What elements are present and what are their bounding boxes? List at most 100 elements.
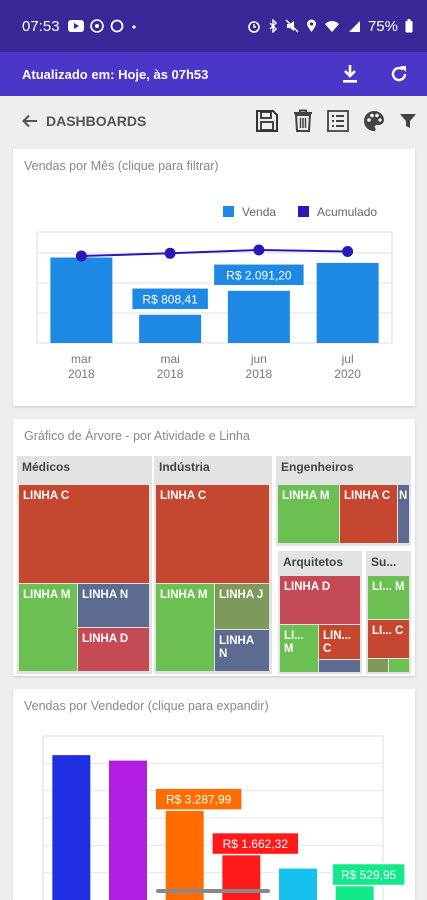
alarm-icon — [248, 21, 260, 33]
bar-seller[interactable] — [109, 760, 147, 900]
treemap-cell[interactable]: LI... C — [368, 620, 409, 658]
legend-venda-label: Venda — [242, 205, 276, 219]
treemap-cell[interactable]: LINHA D — [280, 576, 360, 624]
theme-button[interactable] — [363, 110, 385, 132]
treemap-cell[interactable] — [368, 659, 388, 672]
bluetooth-icon — [269, 19, 277, 33]
x-tick-label: 2018 — [157, 367, 184, 381]
whatsapp-icon — [89, 19, 104, 33]
bar-venda[interactable] — [50, 257, 113, 344]
point-acumulado[interactable] — [164, 247, 176, 259]
delete-button[interactable] — [293, 109, 313, 133]
treemap-cell[interactable]: LI... M — [368, 576, 409, 619]
sales-by-month-card[interactable]: Vendas por Mês (clique para filtrar) Ven… — [13, 149, 415, 406]
data-label: R$ 529,95 — [331, 862, 406, 887]
treemap-group-label: Médicos — [22, 460, 71, 474]
sales-by-month-chart[interactable]: Venda Acumulado R$ 808,41 R$ 2.091,20 mar… — [13, 149, 415, 406]
x-tick-label: mai — [160, 352, 179, 366]
x-tick-label: 2018 — [68, 367, 95, 381]
back-button[interactable] — [22, 114, 38, 128]
x-tick-label: mar — [71, 352, 92, 366]
youtube-icon — [67, 20, 84, 32]
point-acumulado[interactable] — [342, 246, 354, 257]
treemap-cell[interactable] — [389, 659, 409, 672]
treemap-cell[interactable]: LINHA D — [78, 628, 149, 671]
battery-icon — [405, 19, 413, 33]
svg-text:R$ 2.091,20: R$ 2.091,20 — [226, 268, 292, 282]
x-tick-label: 2018 — [246, 367, 273, 381]
plot-frame — [42, 735, 384, 900]
data-label: R$ 808,41 — [130, 287, 210, 311]
sales-by-seller-chart[interactable]: R$ 3.287,99 R$ 1.662,32 R$ 529,95 — [13, 689, 415, 900]
svg-text:R$ 3.287,99: R$ 3.287,99 — [166, 793, 232, 807]
legend-acumulado-swatch — [298, 206, 309, 217]
treemap-cell[interactable]: LINHA C — [19, 485, 149, 583]
download-icon — [343, 65, 357, 83]
treemap-cell[interactable]: LINHA N — [215, 630, 269, 671]
trash-icon — [294, 109, 312, 132]
treemap-cell[interactable]: LINHA M — [278, 485, 339, 543]
bar-venda[interactable] — [139, 314, 202, 343]
treemap-group-label: Su... — [371, 555, 397, 569]
treemap-cell[interactable]: LINHA N — [78, 584, 149, 627]
refresh-icon — [391, 66, 407, 82]
home-indicator[interactable] — [156, 889, 270, 893]
bar-venda[interactable] — [316, 262, 379, 343]
svg-text:R$ 529,95: R$ 529,95 — [341, 868, 397, 882]
dashboard-toolbar: DASHBOARDS — [0, 96, 427, 146]
save-button[interactable] — [255, 109, 279, 133]
treemap-group-industria[interactable]: Indústria LINHA C LINHA M LINHA J LINHA … — [154, 456, 272, 674]
bar-seller[interactable] — [222, 854, 261, 900]
treemap-cell[interactable]: LINHA M — [19, 584, 77, 671]
treemap-cell[interactable]: LINHA M — [156, 584, 214, 671]
circle-app-icon — [110, 19, 123, 33]
bar-seller[interactable] — [165, 810, 204, 900]
treemap-group-engenheiros[interactable]: Engenheiros LINHA M LINHA C N — [276, 456, 411, 546]
status-time: 07:53 — [22, 17, 60, 35]
treemap-group-label: Arquitetos — [283, 555, 343, 569]
dot-icon — [131, 25, 136, 29]
treemap-group-label: Indústria — [159, 460, 210, 474]
x-tick-label: jul — [341, 352, 354, 366]
card-title: Vendas por Vendedor (clique para expandi… — [24, 699, 269, 713]
filter-icon — [400, 114, 416, 128]
treemap-cell[interactable]: LIN... C — [319, 625, 360, 659]
treemap-cell[interactable] — [319, 660, 360, 672]
treemap-group-label: Engenheiros — [281, 460, 354, 474]
treemap-cell[interactable]: LI... M — [280, 625, 318, 672]
filter-button[interactable] — [399, 112, 417, 130]
bar-seller[interactable] — [279, 868, 317, 900]
legend-venda-swatch — [223, 206, 234, 217]
palette-icon — [364, 111, 384, 131]
card-title: Vendas por Mês (clique para filtrar) — [24, 159, 219, 173]
treemap-group-medicos[interactable]: Médicos LINHA C LINHA M LINHA N LINHA D — [17, 456, 152, 674]
treemap-cell[interactable]: LINHA C — [156, 485, 269, 583]
svg-text:R$ 808,41: R$ 808,41 — [142, 292, 198, 306]
arrow-left-icon — [22, 114, 37, 128]
floppy-disk-icon — [256, 110, 278, 132]
bar-seller[interactable] — [52, 755, 91, 900]
x-tick-label: jun — [250, 352, 267, 366]
treemap-cell[interactable]: LINHA J — [215, 584, 269, 629]
treemap-card[interactable]: Gráfico de Árvore - por Atividade e Linh… — [13, 419, 415, 676]
bar-seller[interactable] — [335, 885, 374, 900]
refresh-button[interactable] — [389, 64, 409, 84]
treemap-group-arquitetos[interactable]: Arquitetos LINHA D LI... M LIN... C — [278, 551, 362, 674]
treemap-cell[interactable]: N — [398, 485, 409, 543]
treemap-group-su[interactable]: Su... LI... M LI... C — [366, 551, 411, 674]
signal-icon — [348, 20, 360, 32]
treemap-cell[interactable]: LINHA C — [340, 485, 397, 543]
download-button[interactable] — [341, 64, 359, 84]
list-view-button[interactable] — [327, 110, 349, 132]
point-acumulado[interactable] — [253, 244, 265, 256]
point-acumulado[interactable] — [75, 250, 87, 262]
app-bar: Atualizado em: Hoje, às 07h53 — [0, 52, 427, 96]
data-label: R$ 3.287,99 — [154, 787, 243, 811]
data-label: R$ 2.091,20 — [212, 263, 306, 287]
page-title: DASHBOARDS — [46, 113, 147, 129]
location-icon — [306, 19, 316, 32]
status-bar: 07:53 75% — [0, 0, 427, 52]
bar-venda[interactable] — [227, 290, 290, 343]
sales-by-seller-card[interactable]: Vendas por Vendedor (clique para expandi… — [13, 689, 415, 900]
legend-acumulado-label: Acumulado — [317, 205, 377, 219]
